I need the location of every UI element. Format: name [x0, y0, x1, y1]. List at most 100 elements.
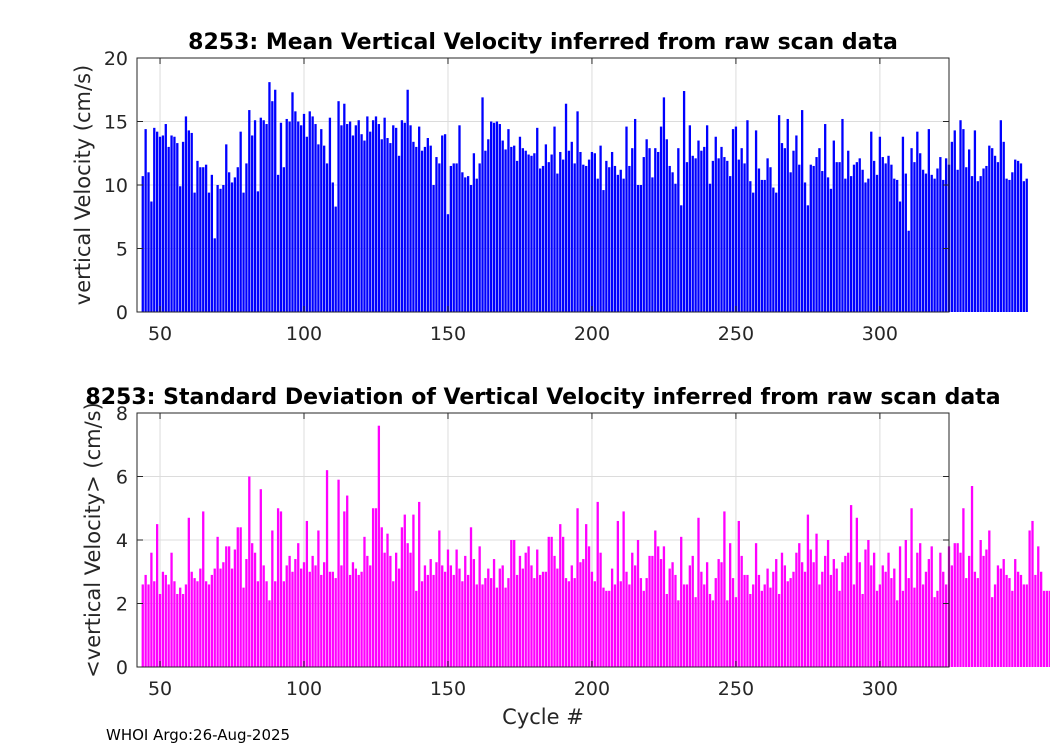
- bar: [472, 153, 476, 312]
- bar: [743, 163, 746, 312]
- y-tick-label: 6: [116, 467, 128, 489]
- bar: [423, 146, 427, 312]
- bar: [536, 549, 539, 667]
- x-tick-label: 250: [718, 323, 754, 345]
- bar: [639, 578, 643, 667]
- bar: [328, 117, 332, 312]
- bar: [714, 578, 717, 667]
- bar: [386, 533, 389, 667]
- bar: [311, 116, 314, 312]
- bar: [415, 590, 418, 667]
- bar: [216, 185, 219, 312]
- bar: [199, 568, 202, 667]
- bar: [976, 181, 979, 312]
- tick-labels: 50 100 150 200 250 300 0 2 4 6 8: [116, 403, 898, 700]
- bar: [760, 179, 763, 312]
- bar: [366, 555, 369, 668]
- bar: [636, 185, 640, 312]
- bar: [371, 508, 375, 667]
- bar: [979, 176, 982, 312]
- bar: [942, 179, 945, 312]
- bar: [484, 578, 487, 667]
- bar: [204, 164, 208, 312]
- bar: [1019, 574, 1023, 667]
- bar: [847, 552, 850, 667]
- bar: [801, 562, 804, 667]
- bar: [896, 179, 899, 312]
- bar: [907, 578, 910, 667]
- bar: [720, 146, 723, 312]
- bar: [458, 125, 461, 312]
- bar: [478, 546, 481, 667]
- bar: [671, 562, 674, 667]
- bar: [590, 151, 594, 312]
- bar: [406, 543, 409, 667]
- bar: [533, 578, 536, 667]
- bar: [233, 177, 237, 312]
- bar: [1011, 172, 1014, 312]
- bar: [299, 568, 303, 667]
- bar: [1014, 159, 1017, 312]
- bar: [1037, 546, 1040, 667]
- bar: [956, 543, 959, 667]
- bar: [524, 150, 527, 312]
- bar: [412, 514, 415, 667]
- bar: [210, 174, 214, 312]
- bar: [363, 536, 366, 667]
- bar: [400, 527, 404, 667]
- bar: [1011, 590, 1014, 667]
- bar: [648, 555, 651, 668]
- bar: [654, 148, 657, 312]
- bar: [772, 571, 775, 667]
- bar: [849, 176, 853, 312]
- bar: [501, 140, 504, 312]
- bar: [564, 103, 568, 312]
- bar: [651, 555, 654, 668]
- bar: [498, 568, 501, 667]
- bar: [227, 546, 231, 667]
- bar: [236, 527, 239, 667]
- x-tick-label: 50: [148, 678, 172, 700]
- bar: [259, 117, 262, 312]
- bar: [841, 118, 844, 313]
- bar: [659, 559, 663, 667]
- bar: [815, 533, 818, 667]
- bar: [829, 188, 833, 312]
- bar: [141, 176, 144, 312]
- bar: [582, 559, 585, 667]
- bar: [1022, 181, 1026, 312]
- bar: [475, 178, 478, 312]
- bar: [1008, 578, 1011, 667]
- bar: [441, 565, 444, 667]
- bar: [746, 120, 749, 312]
- bar: [348, 574, 352, 667]
- bar: [815, 157, 818, 312]
- bar: [426, 138, 429, 312]
- bar: [334, 578, 337, 667]
- bar: [510, 540, 513, 667]
- bar: [936, 590, 939, 667]
- bar: [504, 587, 507, 668]
- bar: [852, 584, 856, 667]
- bar: [1039, 571, 1043, 667]
- bar: [164, 124, 167, 312]
- bar: [279, 511, 283, 667]
- bar: [323, 145, 326, 312]
- y-tick-label: 8: [116, 403, 128, 425]
- footer-credit: WHOI Argo:26-Aug-2025: [106, 726, 291, 744]
- bar: [772, 187, 775, 312]
- bar: [395, 552, 398, 667]
- bar: [631, 148, 634, 312]
- bar: [374, 116, 378, 312]
- bar: [608, 167, 611, 312]
- bar: [504, 149, 507, 312]
- bar: [576, 508, 579, 667]
- bar: [576, 111, 579, 312]
- bar: [674, 183, 677, 312]
- bar: [395, 127, 398, 312]
- bar: [513, 540, 516, 667]
- bar: [579, 151, 582, 312]
- bar: [783, 148, 787, 312]
- bar: [829, 574, 833, 667]
- bar: [567, 581, 571, 667]
